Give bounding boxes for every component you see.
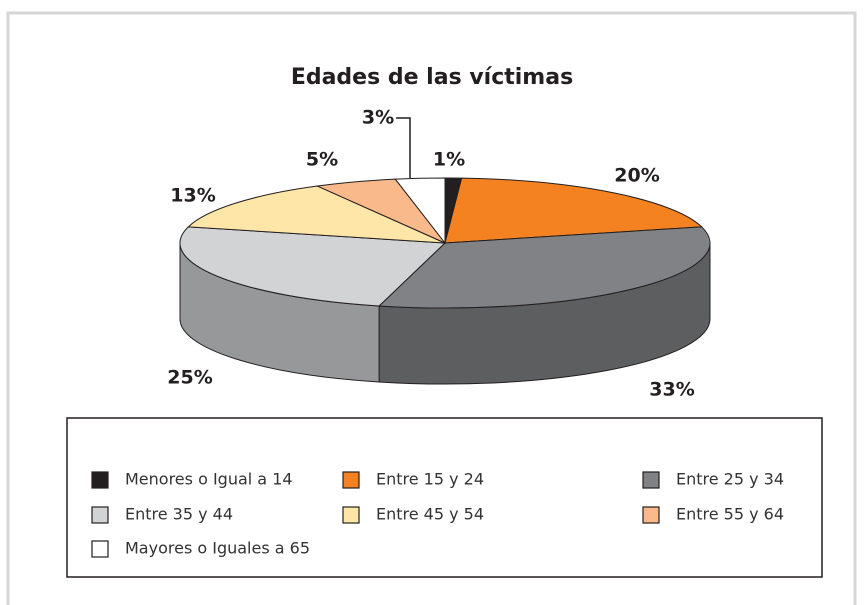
- chart-title: Edades de las víctimas: [291, 65, 573, 90]
- slice: [394, 177, 446, 245]
- legend-box: [66, 417, 823, 578]
- legend-label: Entre 25 y 34: [676, 470, 784, 489]
- legend-swatch: [342, 471, 360, 489]
- legend-swatch: [91, 540, 109, 558]
- legend-label: Mayores o Iguales a 65: [125, 539, 310, 558]
- legend-label: Entre 55 y 64: [676, 505, 784, 524]
- value-label: 5%: [306, 149, 338, 171]
- value-label: 25%: [167, 367, 212, 389]
- slice: [444, 177, 703, 244]
- legend-swatch: [342, 506, 360, 524]
- legend-swatch: [642, 506, 660, 524]
- value-label: 1%: [433, 149, 465, 171]
- legend-swatch: [91, 471, 109, 489]
- value-label: 33%: [649, 379, 694, 401]
- value-label: 13%: [170, 185, 215, 207]
- legend-label: Menores o Igual a 14: [125, 470, 293, 489]
- legend-swatch: [91, 506, 109, 524]
- slice: [179, 226, 447, 307]
- leader-line: [396, 117, 411, 178]
- value-label: 20%: [614, 165, 659, 187]
- legend-swatch: [642, 471, 660, 489]
- frame: [6, 11, 857, 605]
- slice: [377, 226, 711, 309]
- pie-tops: [179, 177, 711, 309]
- value-label: 3%: [362, 107, 394, 129]
- legend-label: Entre 35 y 44: [125, 505, 233, 524]
- legend-label: Entre 15 y 24: [376, 470, 484, 489]
- slice: [187, 185, 446, 244]
- pie: [179, 177, 711, 385]
- legend-label: Entre 45 y 54: [376, 505, 484, 524]
